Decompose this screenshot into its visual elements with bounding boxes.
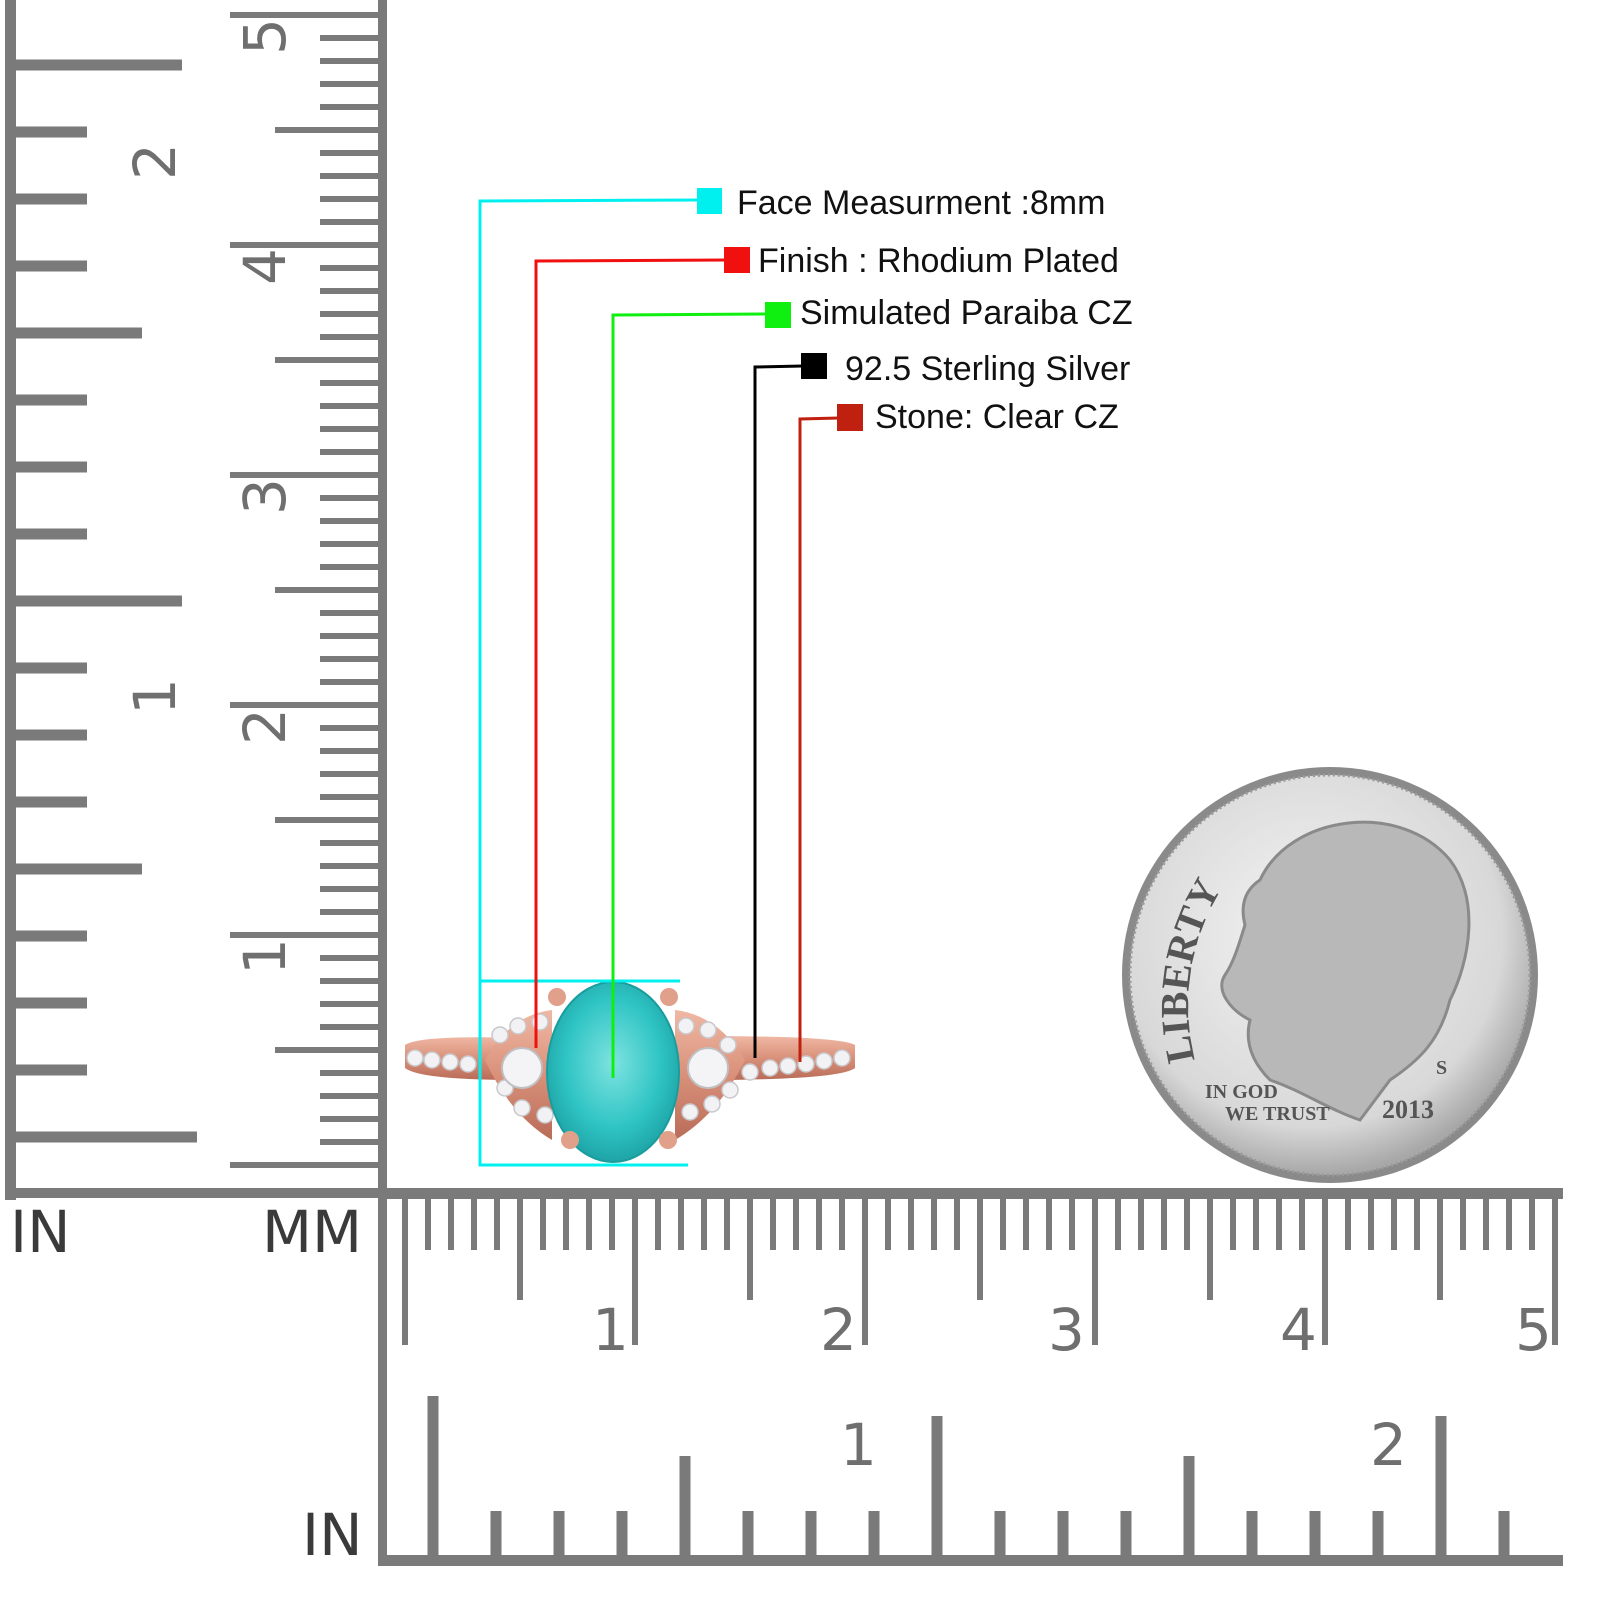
hruler-cm-label-4: 4 [1280,1296,1317,1364]
ruler-edge-left-h [378,1188,387,1566]
coin-year: 2013 [1382,1095,1434,1124]
clear-cz-stone [459,1055,477,1073]
ruler-edge-right [378,0,387,1200]
callout-label-face: Face Measurment :8mm [737,184,1105,222]
vruler-cm-label-3: 3 [231,478,299,515]
clear-cz-stone [441,1053,459,1071]
clear-cz-stone [423,1051,441,1069]
vruler-cm-label-2: 2 [231,708,299,745]
callout-label-finish: Finish : Rhodium Plated [758,242,1119,280]
callout-label-stone: Stone: Clear CZ [875,398,1119,436]
ruler-edge-left [5,0,16,1200]
clear-cz-stone [491,1026,509,1044]
clear-cz-stone [741,1063,759,1081]
hruler-cm-label-3: 3 [1048,1296,1085,1364]
face-measurement-line [478,198,701,1167]
dime-coin: LIBERTY IN GOD WE TRUST 2013 S [1122,767,1538,1183]
accent-stone-line [798,416,840,1062]
callout-marker-face [697,188,722,214]
callout-marker-metal [801,353,827,379]
coin-motto-1: IN GOD [1205,1081,1278,1103]
hruler-cm-label-1: 1 [592,1296,629,1364]
hruler-inch-label-2: 2 [1370,1411,1407,1479]
callout-marker-finish [724,247,750,273]
clear-cz-stone [531,1013,549,1031]
clear-cz-stone [699,1021,717,1039]
clear-cz-stone [406,1049,424,1067]
hruler-inch-label-1: 1 [840,1411,877,1479]
hruler-cm-label-2: 2 [820,1296,857,1364]
callout-label-center-stone: Simulated Paraiba CZ [800,294,1133,332]
vruler-cm-label-4: 4 [231,248,299,285]
finish-line [534,258,727,1048]
unit-label-mm: MM [262,1198,362,1266]
ruler-edge-top [378,1188,1563,1199]
metal-line [753,364,804,1058]
center-stone-line [611,312,768,1078]
hruler-cm-label-5: 5 [1515,1296,1552,1364]
prong [561,1131,579,1149]
clear-cz-stone [833,1049,851,1067]
clear-cz-stone [761,1059,779,1077]
prong [660,988,678,1006]
clear-cz-stone [703,1095,721,1113]
callout-lines [478,198,840,1167]
callout-label-metal: 92.5 Sterling Silver [845,350,1130,388]
unit-label-in-left: IN [10,1198,71,1266]
clear-cz-stone [536,1106,554,1124]
callout-marker-stone [837,404,863,431]
clear-cz-stone [721,1081,739,1099]
clear-cz-stone [681,1103,699,1121]
clear-cz-stone [677,1017,695,1035]
clear-cz-stone [779,1057,797,1075]
vruler-cm-label-5: 5 [231,18,299,55]
side-cz-stone [501,1047,543,1089]
horizontal-ruler [378,1188,1563,1566]
callout-marker-center-stone [765,302,791,328]
vruler-inch-label-1: 1 [121,678,189,715]
clear-cz-stones [406,1013,851,1124]
clear-cz-stone [719,1036,737,1054]
unit-label-in-bottom: IN [302,1501,363,1569]
clear-cz-stone [513,1099,531,1117]
ruler-edge-bottom-h [378,1555,1563,1566]
vruler-cm-label-1: 1 [231,938,299,975]
prong [659,1131,677,1149]
vertical-ruler [5,0,387,1200]
side-cz-stone [687,1047,729,1089]
prong [548,988,566,1006]
clear-cz-stone [509,1017,527,1035]
coin-portrait [1220,820,1471,1122]
ruler-edge-bottom [5,1188,387,1198]
vruler-inch-label-2: 2 [121,143,189,180]
clear-cz-stone [815,1052,833,1070]
coin-mint-mark: S [1436,1057,1447,1079]
coin-motto-2: WE TRUST [1225,1103,1330,1125]
ring-product [405,981,855,1163]
clear-cz-stone [797,1055,815,1073]
